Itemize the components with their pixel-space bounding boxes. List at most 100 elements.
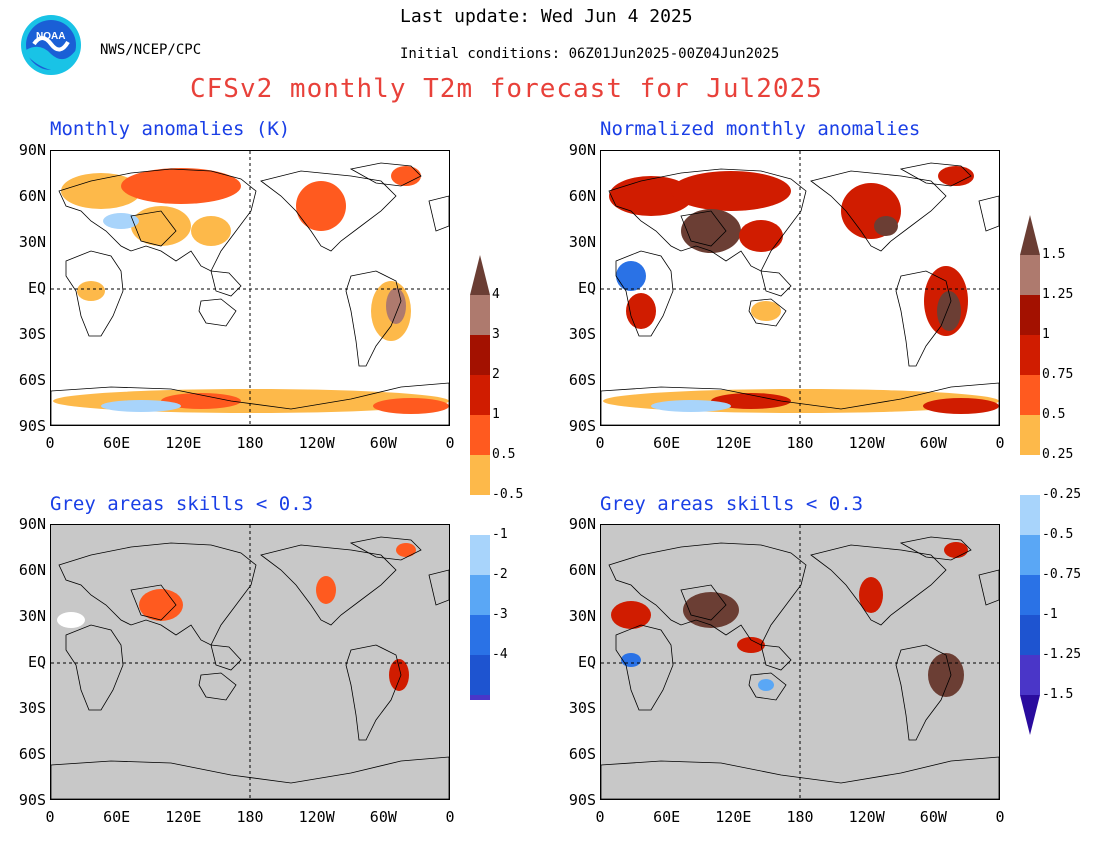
lat-tick-label: 90N [18,515,46,533]
page-title: CFSv2 monthly T2m forecast for Jul2025 [190,74,823,104]
last-update: Last update: Wed Jun 4 2025 [400,6,693,27]
anomaly-patch [121,168,241,204]
lon-tick-label: 180 [236,808,264,826]
anomaly-patch [609,176,693,216]
coastline [615,624,674,711]
anomaly-patch [296,181,346,231]
lat-tick-label: EQ [577,279,596,297]
colorbar-label: 1 [1042,327,1050,342]
anomaly-patch [758,679,774,691]
lon-tick-label: 60W [369,808,397,826]
colorbar-neutral [470,495,490,535]
lat-tick-label: 30N [18,607,46,625]
lat-tick-label: 90S [18,791,46,809]
anomaly-patch [651,400,731,412]
anomaly-patch [751,301,781,321]
colorbar-label: 0.5 [492,447,516,462]
lat-tick-label: EQ [27,653,46,671]
colorbar-label: 0.5 [1042,407,1066,422]
anomaly-patch [103,213,139,229]
colorbar-segment [1020,255,1040,295]
lon-tick-label: 120W [848,434,885,452]
anomaly-patch [938,166,974,186]
lat-tick-label: 30S [18,699,46,717]
colorbar-label: 4 [492,287,500,302]
anomaly-patch [859,577,883,613]
anomaly-patch [923,398,999,414]
coastline [428,195,449,232]
panel-title-top-right: Normalized monthly anomalies [600,118,921,140]
lat-tick-label: 30N [18,233,46,251]
lon-tick-label: 120E [165,808,202,826]
colorbar-label: -1.5 [1042,687,1074,702]
lon-tick-label: 60W [919,434,947,452]
colorbar-anomaly: 4 3 2 1 0.5 -0.5 -1 -2 -3 -4 [470,250,523,700]
anomaly-patch [386,288,406,324]
lon-tick-label: 120E [715,808,752,826]
lat-tick-label: 90N [18,141,46,159]
colorbar-segment [470,335,490,375]
lon-tick-label: 60E [653,808,681,826]
coastline [198,672,237,701]
coastline [58,168,257,272]
colorbar-normalized: 1.5 1.25 1 0.75 0.5 0.25 -0.25 -0.5 -0.75 -1 -1.25… [1020,210,1082,740]
coastline [760,644,792,671]
coastline [428,569,449,606]
coastline [345,270,402,367]
lat-tick-label: 60N [18,561,46,579]
lon-tick-label: 120W [298,434,335,452]
colorbar-label: -4 [492,647,508,662]
map-panel-skill-normalized [600,524,1000,800]
coastline [349,536,422,561]
coastline [608,542,807,646]
anomaly-patch [937,291,961,331]
coastline [198,298,237,327]
colorbar-label: -0.25 [1042,487,1082,502]
org-label: NWS/NCEP/CPC [100,42,202,58]
anomaly-patch [77,281,105,301]
coastline [895,644,952,741]
lat-tick-label: 30N [568,233,596,251]
anomaly-patch [191,216,231,246]
map-panel-anomalies [50,150,450,426]
coastline [760,270,792,297]
colorbar-label: -1.25 [1042,647,1082,662]
colorbar-label: -1 [492,527,508,542]
colorbar-segment [1020,415,1040,455]
colorbar-label: 3 [492,327,500,342]
lat-tick-label: 60S [18,371,46,389]
coastline [810,170,947,252]
coastline [51,382,449,425]
noaa-logo: NOAA [20,14,82,76]
colorbar-label: 2 [492,367,500,382]
coastline [130,584,177,621]
coastline [349,162,422,187]
anomaly-patch [621,653,641,667]
lat-tick-label: 30N [568,607,596,625]
lon-tick-label: 0 [595,808,605,826]
colorbar-label: 1.25 [1042,287,1074,302]
lon-tick-label: 60E [103,808,131,826]
lat-tick-label: 30S [18,325,46,343]
coastline [210,644,242,671]
anomaly-patch [389,659,409,691]
colorbar-segment [470,415,490,455]
colorbar-segment [470,655,490,695]
anomaly-patch [161,393,241,409]
coastline [260,170,397,252]
initial-conditions: Initial conditions: 06Z01Jun2025-00Z04Ju… [400,46,780,62]
panel-title-top-left: Monthly anomalies (K) [50,118,291,140]
colorbar-label: 1 [492,407,500,422]
lon-tick-label: 180 [786,434,814,452]
anomaly-patch [101,400,181,412]
lon-tick-label: 0 [995,808,1005,826]
colorbar-segment [1020,335,1040,375]
anomaly-patch [316,576,336,604]
colorbar-segment [1020,375,1040,415]
colorbar-label: -3 [492,607,508,622]
colorbar-segment [1020,575,1040,615]
colorbar-label: -1 [1042,607,1058,622]
colorbar-label: 0.25 [1042,447,1074,462]
lon-tick-label: 0 [445,808,455,826]
colorbar-segment [1020,495,1040,535]
